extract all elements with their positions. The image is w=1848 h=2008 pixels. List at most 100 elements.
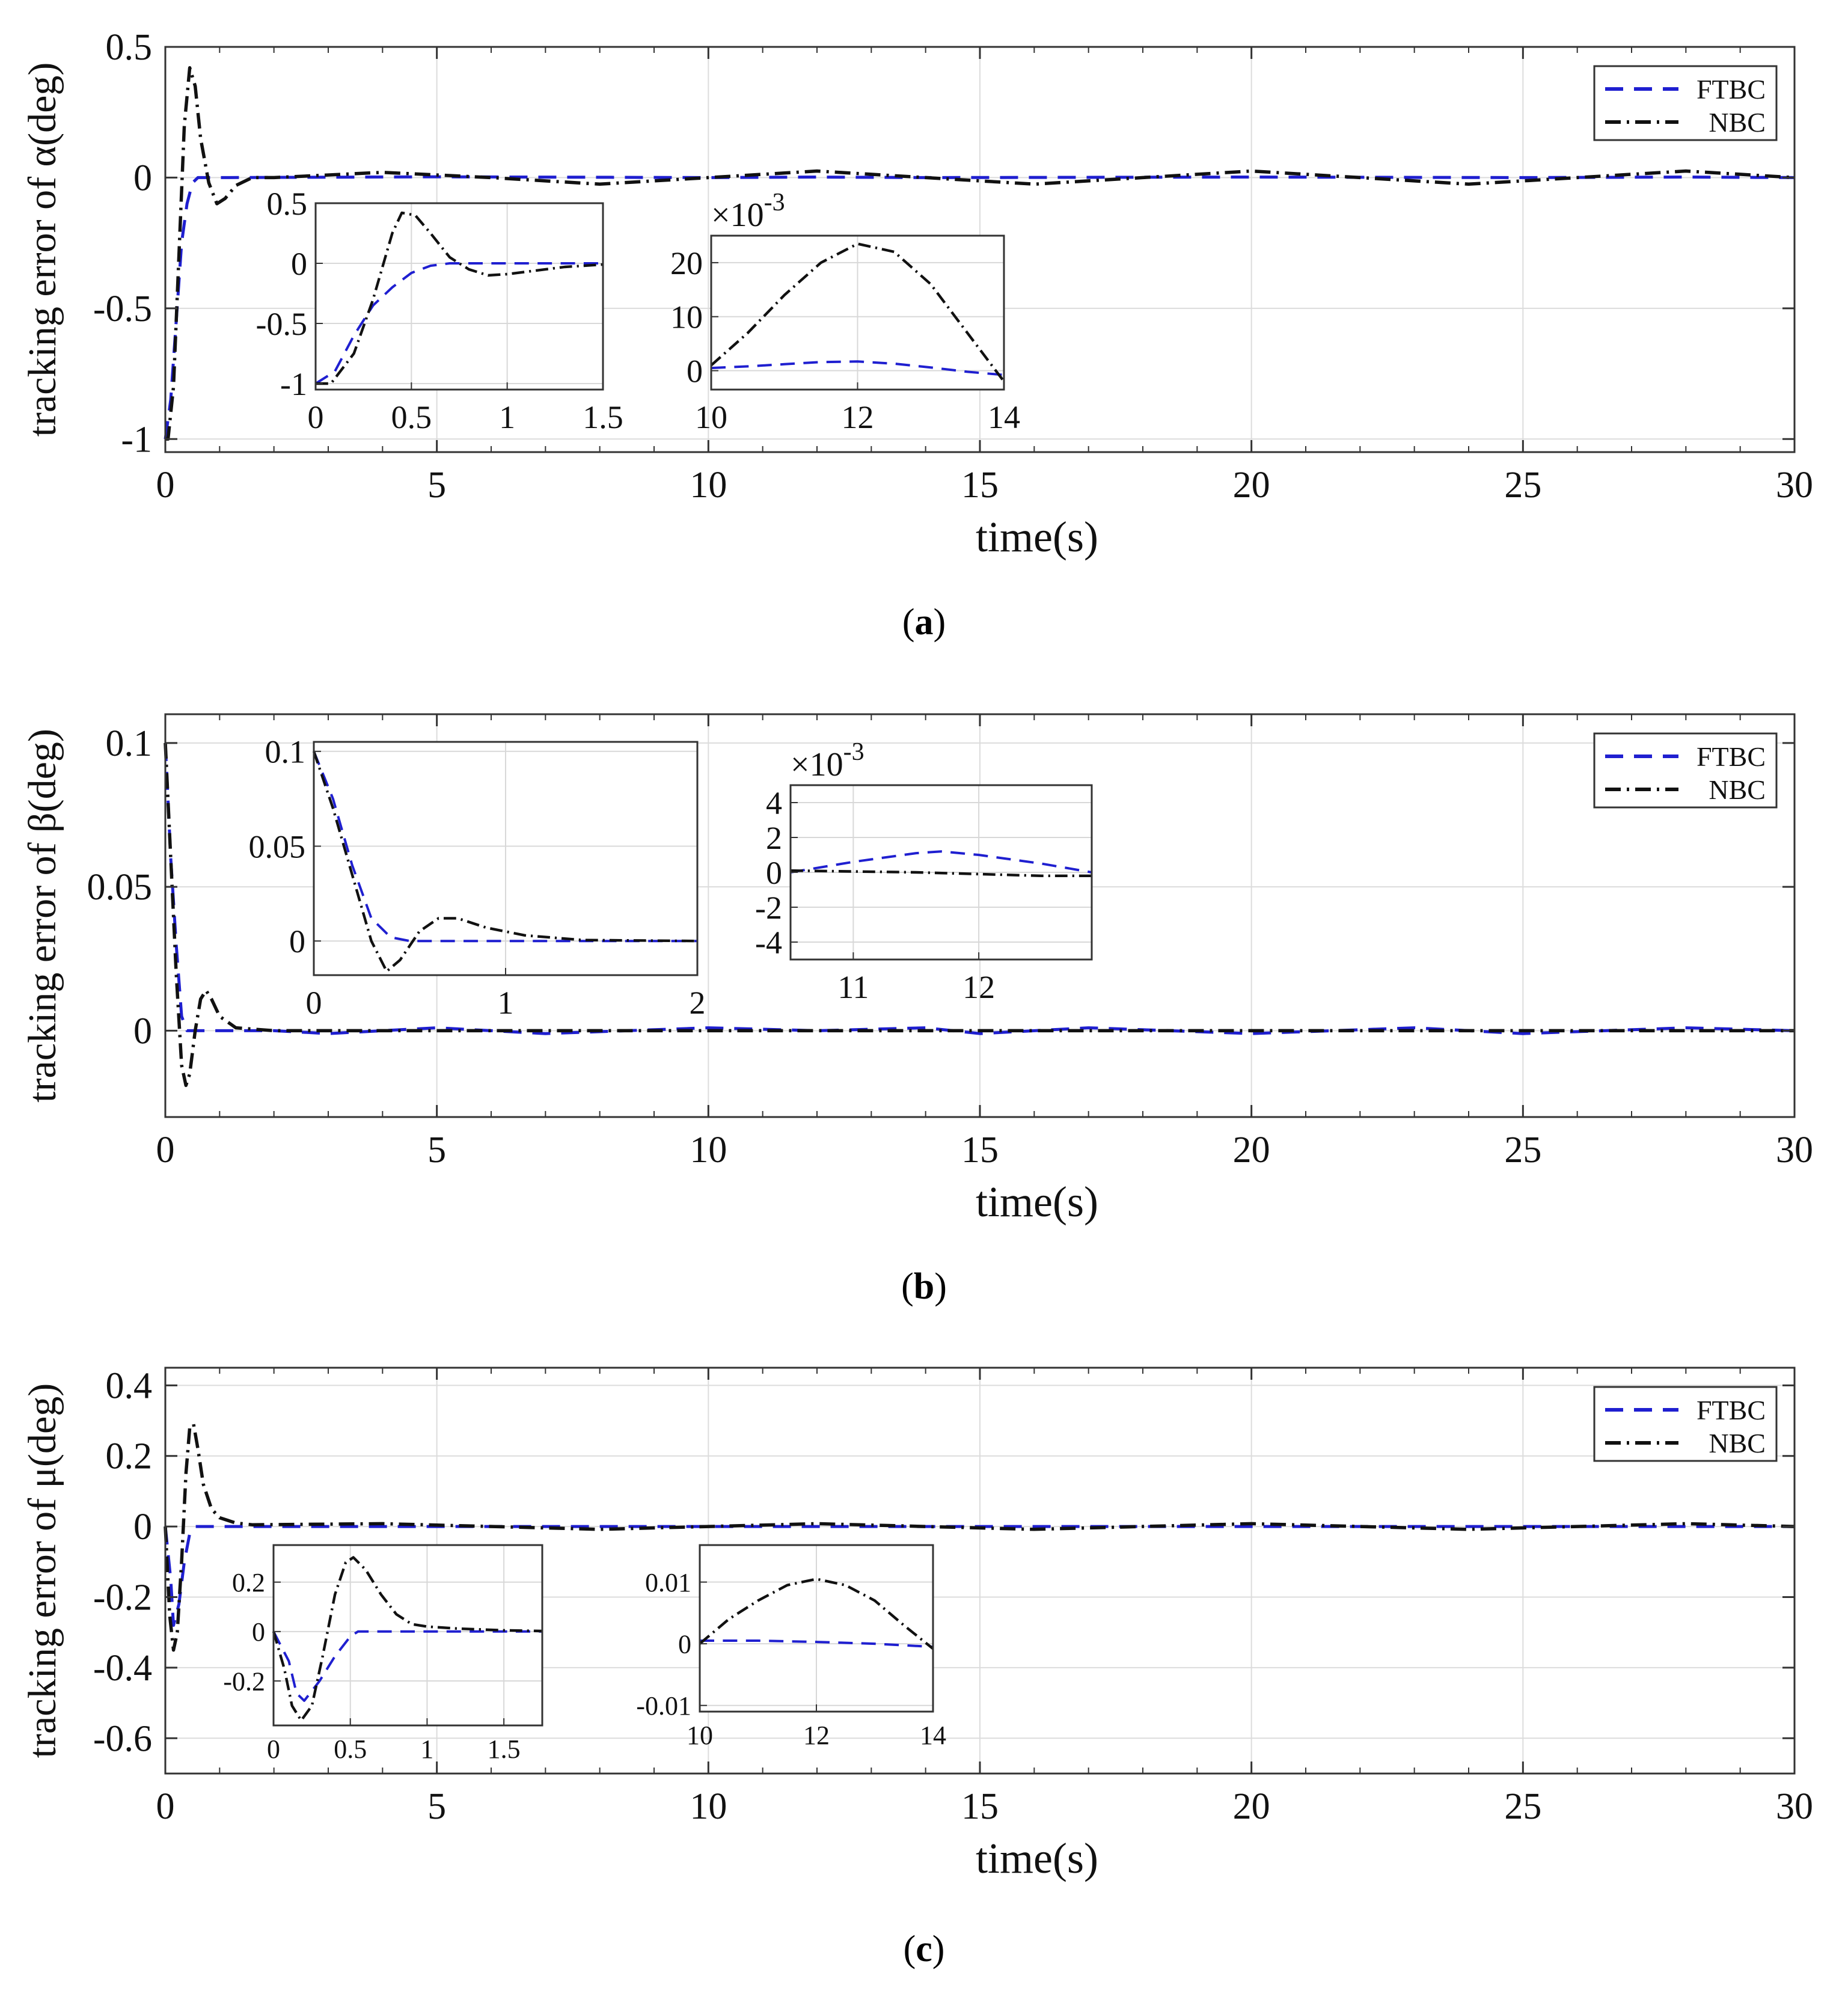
inset-series-nbc-line [316, 211, 604, 385]
inset-multiplier-label: ×10-3 [711, 189, 785, 234]
legend-label-ftbc: FTBC [1697, 1395, 1766, 1425]
x-axis-label: time(s) [976, 1178, 1098, 1226]
y-tick-label: -0.2 [93, 1578, 152, 1618]
chart-panel-c: 0 5 10 15 20 25 30-0.6-0.4-0.200.20.4time(s)tr… [20, 1365, 1813, 1970]
inset-b-1: 0 1 2 0 0.05 0.1 [249, 734, 706, 1021]
x-tick-label: 15 [961, 1786, 999, 1827]
inset-y-tick-label: -0.5 [256, 306, 307, 342]
inset-series-ftbc-line [700, 1639, 934, 1648]
y-tick-label: 0 [133, 158, 152, 198]
inset-y-tick-label: 10 [670, 299, 703, 335]
legend-box [1593, 1386, 1778, 1462]
inset-x-tick-label: 1 [498, 985, 514, 1021]
x-tick-label: 10 [690, 465, 727, 506]
inset-y-tick-label: 0 [291, 246, 307, 282]
inset-series-nbc-line [699, 1578, 934, 1650]
x-tick-label: 10 [690, 1130, 727, 1171]
inset-c-2: 10 12 14 -0.01 0 0.01 [636, 1544, 946, 1750]
inset-x-tick-label: 11 [837, 969, 869, 1005]
y-tick-label: -1 [121, 419, 152, 460]
x-tick-label: 0 [156, 1130, 175, 1171]
inset-series-ftbc-line [272, 1630, 542, 1702]
inset-series-ftbc-line [313, 751, 697, 943]
inset-y-tick-label: 0.1 [265, 734, 306, 770]
x-axis-label: time(s) [976, 513, 1098, 561]
inset-c-1: 0 0.5 1 1.5 -0.2 0 0.2 [223, 1544, 543, 1764]
x-tick-label: 20 [1233, 1786, 1270, 1827]
legend-label-ftbc: FTBC [1697, 741, 1766, 772]
inset-series-ftbc-line [314, 262, 603, 385]
inset-multiplier-exponent: -3 [843, 738, 864, 766]
panel-caption-part: ( [902, 602, 915, 643]
x-tick-label: 20 [1233, 465, 1270, 506]
inset-frame [314, 202, 604, 391]
inset-y-tick-label: 0.01 [645, 1568, 691, 1597]
inset-x-tick-label: 0.5 [334, 1734, 367, 1764]
main-series-nbc-line [165, 66, 1795, 441]
legend-box [1593, 732, 1778, 809]
legend-label-ftbc: FTBC [1697, 74, 1766, 105]
x-tick-label: 0 [156, 1786, 175, 1827]
panel-caption-part: ) [934, 602, 946, 643]
panel-caption: (b) [901, 1266, 947, 1307]
x-tick-label: 30 [1776, 1130, 1813, 1171]
panel-caption-part: a [915, 602, 934, 643]
inset-background [316, 203, 603, 390]
inset-multiplier-exponent: -3 [764, 189, 785, 216]
inset-y-tick-label: 4 [766, 785, 782, 821]
y-tick-label: 0.1 [106, 723, 153, 764]
inset-y-tick-label: 2 [766, 820, 782, 856]
y-tick-label: 0.5 [106, 27, 153, 68]
x-tick-label: 25 [1504, 465, 1541, 506]
inset-y-tick-label: 0 [766, 855, 782, 891]
legend-box [1593, 65, 1778, 141]
inset-x-tick-label: 0 [308, 399, 324, 435]
inset-x-tick-label: 14 [988, 399, 1020, 435]
panel-caption-part: ) [932, 1929, 945, 1970]
inset-series-ftbc-line [790, 850, 1092, 874]
y-tick-label: -0.5 [93, 289, 152, 329]
inset-x-tick-label: 12 [962, 969, 995, 1005]
panel-caption: (c) [904, 1929, 945, 1970]
x-tick-label: 20 [1233, 1130, 1270, 1171]
x-tick-label: 10 [690, 1786, 727, 1827]
panel-caption: (a) [902, 602, 946, 643]
x-tick-label: 15 [961, 465, 999, 506]
inset-y-tick-label: 0 [289, 923, 305, 960]
x-tick-label: 5 [427, 465, 446, 506]
inset-y-tick-label: -1 [280, 366, 307, 402]
x-tick-label: 0 [156, 465, 175, 506]
inset-a-1: 0 0.5 1 1.5 -1 -0.5 0 0.5 [256, 186, 623, 435]
inset-y-tick-label: 0.5 [267, 186, 308, 222]
y-tick-label: 0.05 [87, 867, 153, 908]
inset-x-tick-label: 0 [267, 1734, 280, 1764]
inset-y-tick-label: -2 [755, 890, 782, 926]
inset-series-nbc-line [710, 242, 1005, 382]
inset-a-2: 10 12 14 0 10 20×10-3 [670, 189, 1020, 435]
inset-x-tick-label: 1 [499, 399, 515, 435]
inset-x-tick-label: 12 [803, 1721, 830, 1750]
y-tick-label: 0 [133, 1011, 152, 1051]
inset-x-tick-label: 1.5 [488, 1734, 521, 1764]
y-axis-label: tracking error of μ(deg) [20, 1383, 64, 1759]
legend-label-nbc: NBC [1709, 774, 1766, 805]
y-tick-label: 0.4 [106, 1365, 153, 1406]
panel-caption-part: ( [901, 1266, 914, 1307]
inset-series-nbc-line [272, 1556, 543, 1722]
inset-frame [272, 1544, 543, 1727]
main-series-ftbc-line [164, 1525, 1794, 1627]
inset-multiplier-label: ×10-3 [791, 738, 864, 783]
inset-y-tick-label: 0.2 [232, 1568, 265, 1597]
x-axis-label: time(s) [976, 1834, 1098, 1882]
y-tick-label: -0.6 [93, 1718, 152, 1759]
x-tick-label: 5 [427, 1130, 446, 1171]
inset-background [274, 1545, 542, 1725]
y-tick-label: 0.2 [106, 1436, 153, 1477]
inset-x-tick-label: 12 [842, 399, 874, 435]
major-ticks [164, 1368, 1796, 1774]
inset-y-tick-label: -0.2 [223, 1667, 265, 1696]
